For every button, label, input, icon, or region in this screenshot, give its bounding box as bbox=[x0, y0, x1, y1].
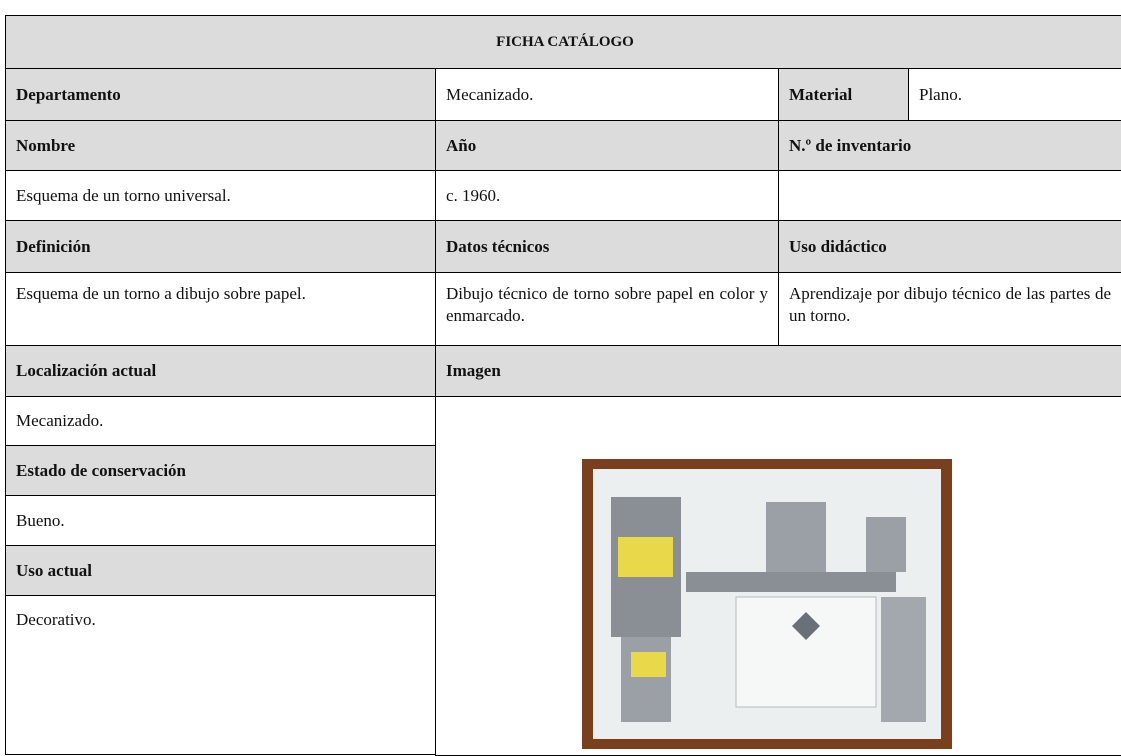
value: c. 1960. bbox=[435, 170, 779, 221]
label: Nombre bbox=[5, 120, 436, 171]
value: Esquema de un torno universal. bbox=[5, 170, 436, 221]
base bbox=[621, 637, 671, 722]
gears bbox=[618, 537, 673, 577]
bed bbox=[686, 572, 896, 592]
title: FICHA CATÁLOGO bbox=[5, 15, 1121, 69]
value: Decorativo. bbox=[5, 595, 436, 755]
value: Plano. bbox=[908, 68, 1121, 121]
label: Datos técnicos bbox=[435, 220, 779, 273]
tailstock bbox=[866, 517, 906, 572]
label: Localización actual bbox=[5, 345, 436, 397]
label: Año bbox=[435, 120, 779, 171]
value: Aprendizaje por dibujo técnico de las pa… bbox=[778, 272, 1121, 346]
image bbox=[582, 459, 952, 749]
label: Imagen bbox=[435, 345, 1121, 397]
value: Esquema de un torno a dibujo sobre papel… bbox=[5, 272, 436, 346]
value: Bueno. bbox=[5, 495, 436, 546]
value: Mecanizado. bbox=[435, 68, 779, 121]
value: Dibujo técnico de torno sobre papel en c… bbox=[435, 272, 779, 346]
gears-lower bbox=[631, 652, 666, 677]
value: Mecanizado. bbox=[5, 396, 436, 446]
leg bbox=[881, 597, 926, 722]
label: Definición bbox=[5, 220, 436, 273]
empty-cell bbox=[778, 170, 1121, 221]
label: Material bbox=[778, 68, 909, 121]
label: Uso actual bbox=[5, 545, 436, 596]
image-cell bbox=[435, 396, 1121, 756]
label: Uso didáctico bbox=[778, 220, 1121, 273]
label: Departamento bbox=[5, 68, 436, 121]
label: Estado de conservación bbox=[5, 445, 436, 496]
label: N.º de inventario bbox=[778, 120, 1121, 171]
carriage bbox=[766, 502, 826, 572]
logo bbox=[792, 612, 820, 640]
